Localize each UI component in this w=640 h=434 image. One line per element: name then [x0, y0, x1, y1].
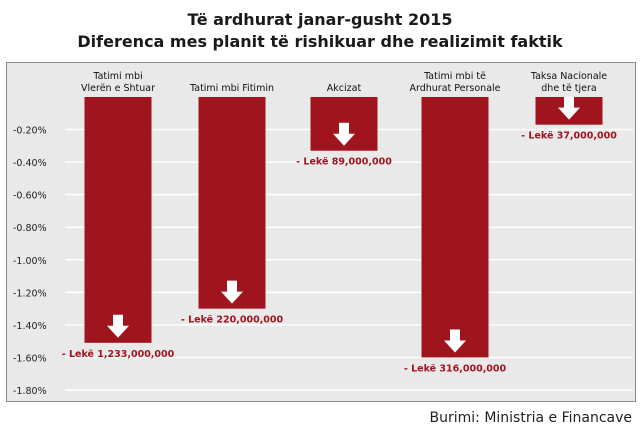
y-tick-label: -1.60%: [13, 353, 47, 364]
y-tick-label: -1.00%: [13, 256, 47, 267]
category-label: dhe të tjera: [541, 83, 596, 94]
category-label: Tatimi mbi: [92, 71, 142, 82]
category-label: Akcizat: [327, 83, 362, 94]
category-label: Taksa Nacionale: [530, 71, 607, 82]
bar: [421, 97, 489, 358]
y-tick-label: -0.40%: [13, 158, 47, 169]
data-label: - Lekë 37,000,000: [521, 131, 617, 142]
y-tick-label: -0.80%: [13, 223, 47, 234]
chart-svg: -0.20% -0.40% -0.60% -0.80% -1.00% -1.20% -1.4…: [13, 71, 633, 397]
data-label: - Lekë 89,000,000: [296, 157, 392, 168]
category-label: Tatimi mbi të: [423, 71, 486, 82]
down-arrow-icon: [333, 122, 355, 146]
source-note: Burimi: Ministria e Financave: [429, 410, 633, 426]
data-label: - Lekë 1,233,000,000: [62, 349, 175, 360]
y-tick-label: -1.80%: [13, 386, 47, 397]
y-tick-label: -0.60%: [13, 191, 47, 202]
y-tick-label: -1.20%: [13, 288, 47, 299]
down-arrow-icon: [558, 96, 580, 120]
down-arrow-icon: [107, 314, 129, 338]
chart-subtitle: Diferenca mes planit të rishikuar dhe re…: [77, 32, 563, 51]
category-label: Vlerën e Shtuar: [81, 83, 155, 94]
data-label: - Lekë 316,000,000: [404, 363, 507, 374]
bar: [84, 97, 152, 343]
plot-area: -0.20% -0.40% -0.60% -0.80% -1.00% -1.20% -1.4…: [6, 62, 636, 402]
down-arrow-icon: [221, 280, 243, 304]
bar: [198, 97, 266, 309]
down-arrow-icon: [444, 329, 466, 353]
y-tick-label: -0.20%: [13, 126, 47, 137]
category-label: Ardhurat Personale: [409, 83, 500, 94]
chart-title: Të ardhurat janar-gusht 2015: [187, 10, 453, 29]
y-tick-label: -1.40%: [13, 321, 47, 332]
data-label: - Lekë 220,000,000: [181, 315, 284, 326]
category-label: Tatimi mbi Fitimin: [189, 83, 274, 94]
